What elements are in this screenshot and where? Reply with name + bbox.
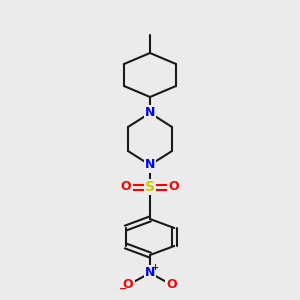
Text: S: S [145, 180, 155, 194]
Text: O: O [121, 181, 131, 194]
Text: −: − [119, 284, 127, 294]
Text: O: O [123, 278, 133, 292]
Text: +: + [152, 263, 158, 272]
Text: N: N [145, 158, 155, 172]
Text: N: N [145, 266, 155, 280]
Text: O: O [167, 278, 177, 292]
Text: O: O [169, 181, 179, 194]
Text: N: N [145, 106, 155, 119]
